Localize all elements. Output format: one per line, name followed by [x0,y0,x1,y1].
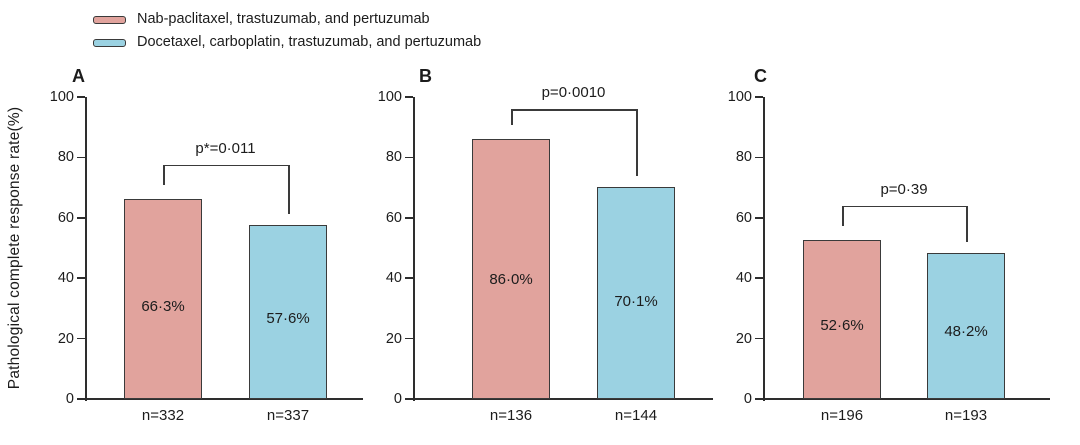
bracket-left-line [842,205,844,227]
y-tick-label: 100 [49,89,74,105]
y-tick-label: 20 [735,330,752,347]
y-tick-label: 20 [385,330,402,347]
y-axis-line [763,97,765,401]
bar-n-label: n=332 [141,407,185,424]
p-value-label: p=0·39 [880,180,928,198]
y-axis-tick [405,156,413,159]
y-axis-tick [77,216,85,219]
legend-swatch-icon [93,15,126,24]
y-axis-tick [755,277,763,280]
bracket-right-line [966,205,968,243]
y-axis-tick [405,277,413,280]
y-axis-tick [77,277,85,280]
bar-B-2 [597,187,675,399]
y-tick-label: 0 [393,391,402,407]
y-tick-label: 20 [57,330,74,347]
y-tick-label: 0 [743,391,752,407]
bar-value-label: 52·6% [820,316,864,334]
bar-C-2 [927,253,1005,399]
y-tick-label: 40 [57,270,74,287]
bracket-right-line [288,164,290,215]
y-tick-label: 100 [727,89,752,105]
x-axis-line [413,398,713,400]
y-axis-tick [405,398,413,400]
bar-value-label: 86·0% [489,270,533,288]
y-tick-label: 60 [385,209,402,226]
bar-value-label: 70·1% [614,292,658,310]
y-tick-label: 0 [65,391,74,407]
y-tick-label: 60 [735,209,752,226]
y-axis-tick [405,216,413,219]
bar-A-1 [124,198,202,399]
y-axis-title: Pathological complete response rate(%) [6,106,23,390]
legend-item-1: Nab-paclitaxel, trastuzumab, and pertuzu… [93,8,481,31]
bracket-top-line [163,164,290,167]
y-tick-label: 80 [385,149,402,166]
legend-item-2: Docetaxel, carboplatin, trastuzumab, and… [93,31,481,54]
p-value-label: p=0·0010 [541,84,606,102]
p-value-label: p*=0·011 [195,139,256,157]
y-tick-label: 100 [377,89,402,105]
y-axis-tick [405,96,413,98]
bar-value-label: 66·3% [141,297,185,315]
x-axis-line [763,398,1050,400]
y-tick-label: 80 [735,149,752,166]
y-axis-tick [77,398,85,400]
bracket-top-line [842,205,968,208]
y-axis-tick [755,337,763,340]
y-axis-tick [77,96,85,98]
panel-label-C: C [754,66,767,86]
bracket-right-line [636,109,638,177]
bar-C-1 [803,240,881,399]
bar-n-label: n=193 [944,407,988,424]
y-tick-label: 40 [735,270,752,287]
legend-label: Nab-paclitaxel, trastuzumab, and pertuzu… [137,11,430,27]
y-axis-tick [405,337,413,340]
bar-n-label: n=337 [266,407,310,424]
bracket-top-line [511,109,638,111]
bracket-left-line [511,109,513,126]
y-axis-tick [77,337,85,340]
legend-label: Docetaxel, carboplatin, trastuzumab, and… [137,34,482,50]
panel-label-B: B [419,66,432,86]
y-axis-tick [755,398,763,400]
y-tick-label: 80 [57,149,74,166]
y-axis-tick [755,156,763,159]
bar-value-label: 57·6% [266,309,310,327]
legend: Nab-paclitaxel, trastuzumab, and pertuzu… [93,8,481,54]
y-axis-line [413,97,415,401]
y-axis-tick [755,216,763,219]
bar-value-label: 48·2% [944,323,988,341]
y-tick-label: 40 [385,270,402,287]
y-axis-line [85,97,87,401]
panel-label-A: A [72,66,85,86]
y-tick-label: 60 [57,209,74,226]
x-axis-line [85,398,363,400]
bar-A-2 [249,225,327,399]
bracket-left-line [163,164,165,185]
bar-B-1 [472,139,550,399]
bar-n-label: n=144 [614,407,658,424]
y-axis-tick [77,156,85,159]
y-axis-tick [755,96,763,98]
legend-swatch-icon [93,38,126,47]
bar-n-label: n=196 [820,407,864,424]
bar-n-label: n=136 [489,407,533,424]
